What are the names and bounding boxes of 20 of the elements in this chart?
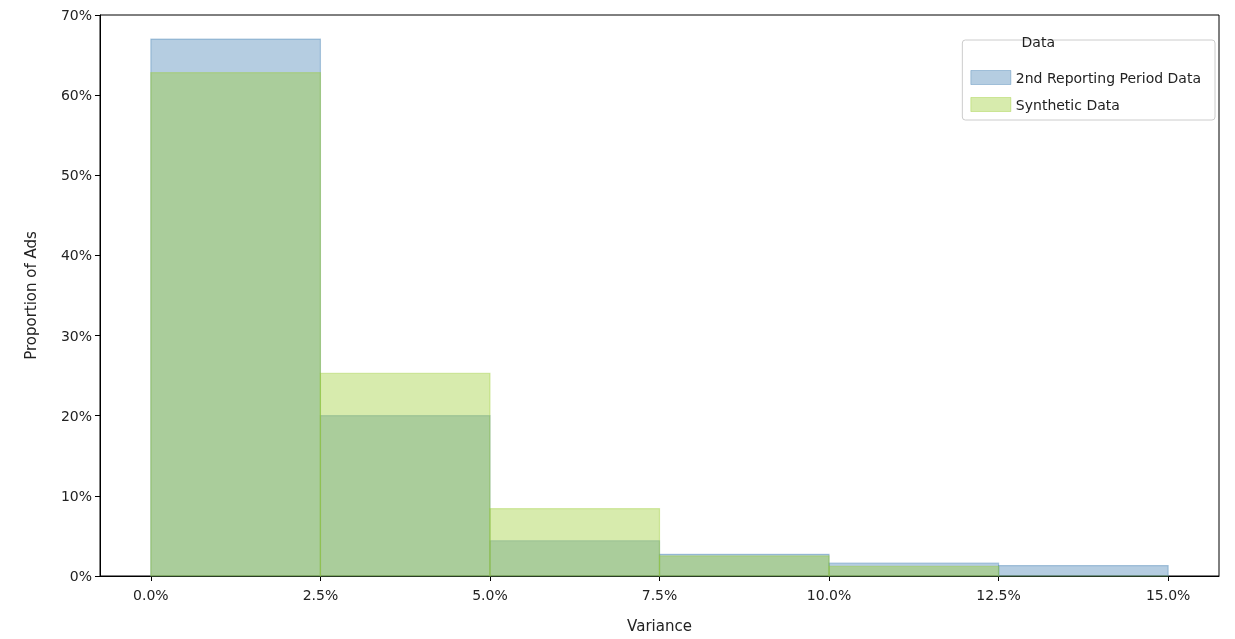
y-tick-label: 60% [60, 87, 92, 104]
x-tick-label: 15.0% [1145, 587, 1191, 603]
x-tick-label: 12.5% [976, 587, 1021, 603]
x-tick-label: 7.5% [641, 587, 678, 603]
legend-title: Data [1021, 34, 1056, 50]
y-tick-label: 50% [60, 167, 92, 184]
y-tick-label: 40% [60, 247, 92, 264]
x-tick-label: 10.0% [806, 587, 852, 603]
x-axis-title: Variance [627, 616, 692, 635]
y-tick-label: 0% [69, 568, 92, 584]
x-tick-label: 0.0% [133, 587, 169, 603]
y-tick-label: 20% [60, 407, 92, 424]
x-tick-label: 5.0% [472, 587, 508, 603]
y-tick-label: 30% [60, 327, 92, 344]
x-tick-label: 2.5% [302, 587, 339, 603]
legend-label: 2nd Reporting Period Data [1015, 69, 1202, 86]
y-tick-label: 10% [60, 487, 92, 504]
legend-label: Synthetic Data [1015, 96, 1120, 113]
y-axis-title: Proportion of Ads [21, 230, 40, 360]
y-tick-label: 70% [60, 7, 92, 23]
